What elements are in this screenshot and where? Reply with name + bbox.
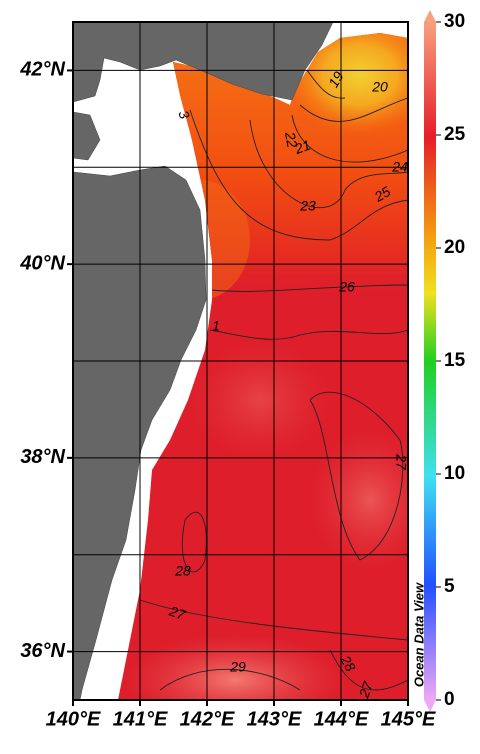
x-tick-label: 145°E [381,708,436,730]
contour-label: 24 [391,159,408,175]
contour-label: 26 [338,279,355,295]
contour-label: 27 [166,602,188,623]
y-tick-label: 36°N [20,640,65,662]
y-tick-label: 42°N [19,59,65,81]
y-tick-label: 40°N [19,252,65,274]
x-tick-label: 141°E [113,708,168,730]
x-tick-label: 144°E [314,708,369,730]
y-tick-label: 38°N [20,446,65,468]
x-tick-label: 142°E [180,708,235,730]
colorbar-tick-label: 0 [444,689,455,710]
x-tick-label: 143°E [247,708,302,730]
contour-label: 28 [337,652,359,675]
map-frame [72,21,409,701]
colorbar-tick-label: 25 [444,124,466,145]
colorbar-tick-label: 15 [444,350,466,371]
contour-label: 28 [174,563,191,579]
contour-label: 29 [229,659,246,675]
contour-label: 19 [325,68,347,90]
colorbar [424,22,436,700]
contour-label: 27 [355,678,376,700]
colorbar-arrow [424,10,436,22]
contour-label: 22 [282,130,301,149]
colorbar-tick-label: 5 [444,576,455,597]
contour-label: 23 [299,198,316,214]
watermark: Ocean Data View [411,582,426,687]
colorbar-tick-label: 20 [444,237,465,258]
colorbar-tick-label: 30 [444,11,465,32]
contour-label: 27 [393,453,409,471]
colorbar-arrow [424,700,436,712]
colorbar-tick-label: 10 [444,463,465,484]
contour-label: 25 [371,183,394,205]
contour-label: 1 [212,318,220,334]
contour-label: 20 [371,79,388,95]
contour-label: 21 [292,137,313,158]
x-tick-label: 140°E [46,708,101,730]
